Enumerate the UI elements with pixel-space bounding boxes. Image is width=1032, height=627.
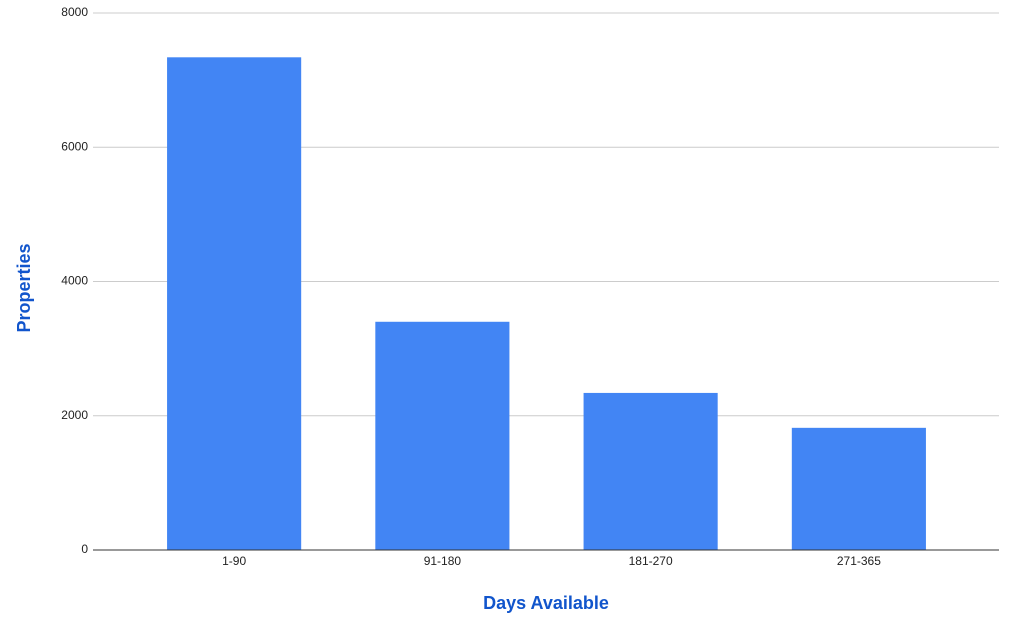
- x-tick-label: 1-90: [222, 554, 246, 568]
- y-tick-label: 8000: [61, 5, 88, 19]
- bar: [167, 57, 302, 551]
- x-axis-title: Days Available: [483, 593, 609, 613]
- bar: [791, 427, 926, 550]
- y-tick-label: 2000: [61, 408, 88, 422]
- y-axis-title: Properties: [14, 243, 34, 332]
- bar: [583, 392, 718, 550]
- x-tick-label: 181-270: [629, 554, 673, 568]
- x-tick-label: 91-180: [424, 554, 462, 568]
- y-tick-label: 4000: [61, 274, 88, 288]
- bar: [375, 321, 510, 550]
- x-tick-label: 271-365: [837, 554, 881, 568]
- y-tick-label: 6000: [61, 139, 88, 153]
- y-tick-label: 0: [81, 542, 88, 556]
